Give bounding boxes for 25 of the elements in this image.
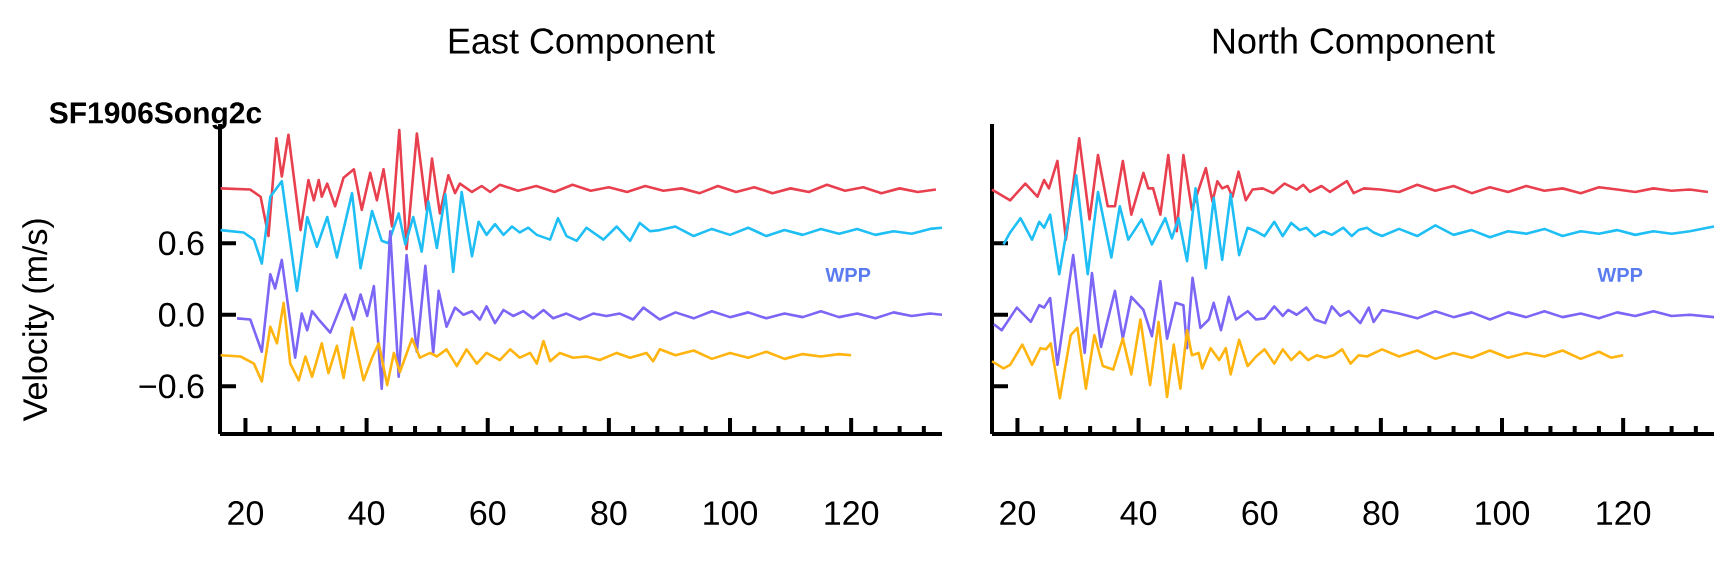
x-tick-label: 40: [1120, 501, 1157, 526]
x-tick-label: 80: [591, 501, 627, 526]
line-series: [219, 128, 938, 251]
chart-title: East Component: [449, 28, 715, 61]
annotation: WPP: [1597, 268, 1643, 282]
annotation: WPP: [825, 268, 871, 282]
line-series: [219, 179, 944, 293]
x-tick-label: 100: [1476, 501, 1530, 526]
y-axis-title: Velocity (m/s): [22, 219, 54, 422]
y-tick-label: −0.6: [139, 374, 204, 399]
y-tick-label: 0.6: [159, 231, 204, 256]
line-series: [235, 230, 944, 390]
x-tick-label: 80: [1363, 501, 1399, 526]
x-tick-label: 120: [1597, 501, 1651, 526]
chart-title: North Component: [1213, 27, 1495, 61]
x-tick-label: 20: [228, 501, 264, 526]
chart-subtitle: SF1906Song2c: [49, 102, 262, 130]
y-tick-label: 0.0: [159, 302, 204, 327]
x-tick-label: 60: [470, 501, 506, 526]
x-tick-label: 100: [704, 501, 758, 526]
line-series: [219, 301, 853, 387]
x-tick-label: 60: [1242, 501, 1278, 526]
x-tick-label: 20: [1000, 501, 1036, 526]
x-tick-label: 120: [825, 501, 879, 526]
x-tick-label: 40: [348, 501, 385, 526]
